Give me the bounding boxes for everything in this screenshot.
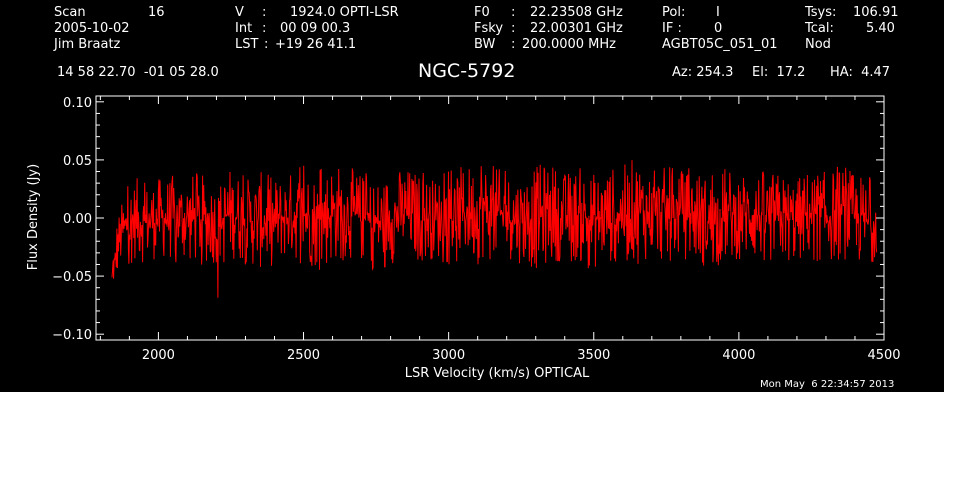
y-tick-label: −0.05: [52, 270, 92, 285]
spectrum-chart: 2000 2500 3000 3500 4000 4500 −0.10 −0.05 0.00 0.…: [26, 95, 901, 381]
y-tick-label: 0.00: [63, 212, 92, 227]
fsky-label: Fsky: [474, 21, 504, 36]
x-tick-label: 4500: [867, 348, 900, 363]
y-tick-label: 0.05: [63, 154, 92, 169]
spectrum-trace: [111, 160, 878, 298]
y-axis-title: Flux Density (Jy): [26, 164, 41, 270]
scan-value: 16: [148, 5, 165, 20]
observing-mode: Nod: [805, 37, 831, 52]
tsys-value: 106.91: [853, 5, 899, 20]
bw-label: BW: [474, 37, 496, 52]
y-tick-label: −0.10: [52, 328, 92, 343]
source-title: NGC-5792: [418, 60, 516, 82]
x-tick-label: 3000: [432, 348, 465, 363]
f0-colon: :: [511, 5, 516, 20]
x-tick-label: 2000: [142, 348, 175, 363]
fsky-colon: :: [511, 21, 516, 36]
scan-label: Scan: [54, 5, 86, 20]
project-id: AGBT05C_051_01: [662, 37, 778, 52]
elevation-readout: El: 17.2: [752, 65, 806, 80]
observation-date: 2005-10-02: [54, 21, 130, 36]
tsys-label: Tsys:: [805, 5, 837, 20]
pol-value: I: [716, 5, 720, 20]
x-tick-label: 2500: [287, 348, 320, 363]
observer-name: Jim Braatz: [54, 37, 121, 52]
f0-value: 22.23508 GHz: [530, 5, 623, 20]
x-tick-label: 3500: [577, 348, 610, 363]
f0-label: F0: [474, 5, 490, 20]
lst-value: +19 26 41.1: [275, 37, 357, 52]
if-label: IF :: [662, 21, 682, 36]
int-label: Int: [235, 21, 253, 36]
pol-label: Pol:: [662, 5, 686, 20]
tcal-value: 5.40: [866, 21, 895, 36]
footer-timestamp: Mon May 6 22:34:57 2013: [760, 379, 895, 390]
x-tick-label: 4000: [722, 348, 755, 363]
spectrum-trace-layer: [111, 160, 878, 298]
fsky-value: 22.00301 GHz: [530, 21, 623, 36]
lst-label: LST: [235, 37, 259, 52]
bw-colon: :: [511, 37, 516, 52]
velocity-colon: :: [262, 5, 267, 20]
int-colon: :: [262, 21, 267, 36]
source-coordinates: 14 58 22.70 -01 05 28.0: [57, 65, 219, 80]
velocity-label: V: [235, 5, 244, 20]
tcal-label: Tcal:: [805, 21, 834, 36]
axis-layer: 2000 2500 3000 3500 4000 4500 −0.10 −0.05 0.00 0.…: [52, 96, 900, 363]
lst-colon: :: [264, 37, 269, 52]
int-value: 00 09 00.3: [280, 21, 351, 36]
bw-value: 200.0000 MHz: [522, 37, 616, 52]
if-value: 0: [714, 21, 723, 36]
azimuth-readout: Az: 254.3: [672, 65, 734, 80]
x-axis-title: LSR Velocity (km/s) OPTICAL: [405, 366, 590, 381]
velocity-value: 1924.0 OPTI-LSR: [290, 5, 399, 20]
y-tick-label: 0.10: [63, 96, 92, 111]
hour-angle-readout: HA: 4.47: [830, 65, 891, 80]
